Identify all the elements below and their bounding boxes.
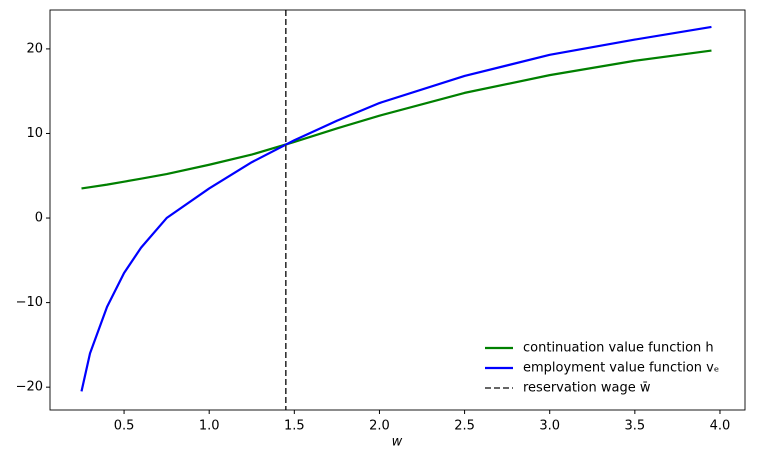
y-tick-label: 0 <box>35 211 43 226</box>
series-line <box>81 49 712 190</box>
plot-frame <box>49 9 746 411</box>
legend-label: continuation value function h <box>523 341 714 356</box>
x-tick-label: 3.5 <box>624 419 645 434</box>
x-axis-label: w <box>392 435 403 450</box>
x-tick-label: 4.0 <box>710 419 731 434</box>
y-tick-label: 10 <box>26 126 43 141</box>
x-tick-label: 1.0 <box>199 419 220 434</box>
legend-label: reservation wage w̄ <box>523 381 651 396</box>
x-tick-label: 2.0 <box>369 419 390 434</box>
x-tick-label: 1.5 <box>284 419 305 434</box>
x-tick-label: 2.5 <box>454 419 475 434</box>
y-tick-label: 20 <box>26 41 43 56</box>
legend-label: employment value function vₑ <box>523 361 719 376</box>
y-tick-label: −10 <box>16 295 43 310</box>
x-tick-label: 3.0 <box>539 419 560 434</box>
x-tick-label: 0.5 <box>114 419 135 434</box>
series-line <box>80 25 712 392</box>
y-tick-label: −20 <box>16 380 43 395</box>
